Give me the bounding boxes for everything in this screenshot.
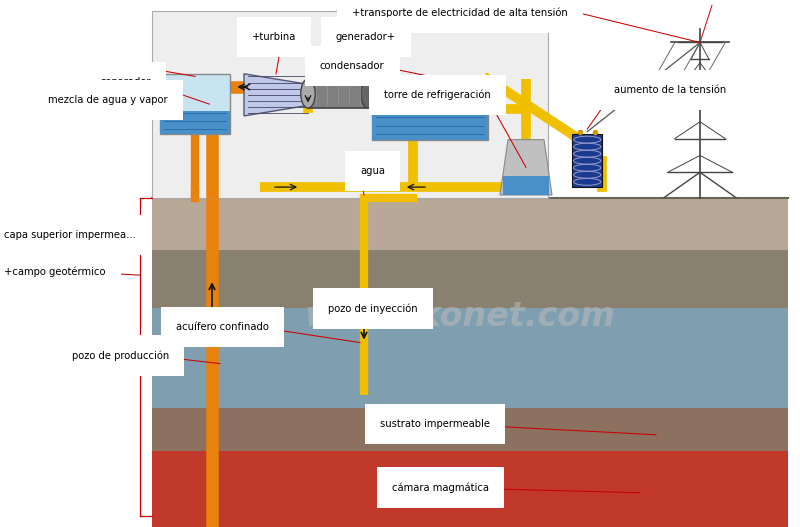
Circle shape [320,12,356,35]
Text: pozo de inyección: pozo de inyección [328,303,418,314]
Text: cámara magmática: cámara magmática [392,482,489,493]
Circle shape [506,113,530,129]
Bar [152,198,788,250]
Text: agua: agua [360,167,385,176]
Circle shape [336,2,365,21]
Text: +turbina: +turbina [252,32,296,42]
Bar [160,111,230,134]
Bar [152,308,788,408]
Bar [152,451,788,527]
Bar [308,79,368,108]
Circle shape [354,8,394,34]
Text: sustrato impermeable: sustrato impermeable [380,419,490,429]
Circle shape [524,113,544,126]
Bar [152,250,788,308]
Text: aumento de la tensión: aumento de la tensión [614,85,726,94]
Text: +campo geotérmico: +campo geotérmico [4,266,106,277]
Circle shape [346,4,378,25]
Bar [503,175,549,195]
Circle shape [330,11,378,42]
Text: +transporte de electricidad de alta tensión: +transporte de electricidad de alta tens… [352,8,568,18]
Bar [160,74,230,134]
Bar [152,408,788,451]
Ellipse shape [301,79,315,108]
Bar [372,114,488,140]
Bar [372,79,488,140]
Text: condensador: condensador [320,61,385,71]
Text: pozo de producción: pozo de producción [72,350,170,361]
Circle shape [512,120,541,139]
Polygon shape [500,140,552,195]
Text: acuífero confinado: acuífero confinado [176,322,269,331]
Text: generador+: generador+ [336,32,396,42]
Text: www.ikonet.com: www.ikonet.com [305,300,615,333]
Text: separador: separador [100,77,150,86]
Text: mezcla de agua y vapor: mezcla de agua y vapor [48,95,168,105]
Bar [152,11,548,198]
Text: capa superior impermea...: capa superior impermea... [4,230,136,239]
Ellipse shape [361,79,375,108]
Text: torre de refrigeración: torre de refrigeración [384,90,490,100]
Polygon shape [244,74,308,116]
Text: vapor: vapor [108,61,136,71]
Bar [572,134,602,187]
